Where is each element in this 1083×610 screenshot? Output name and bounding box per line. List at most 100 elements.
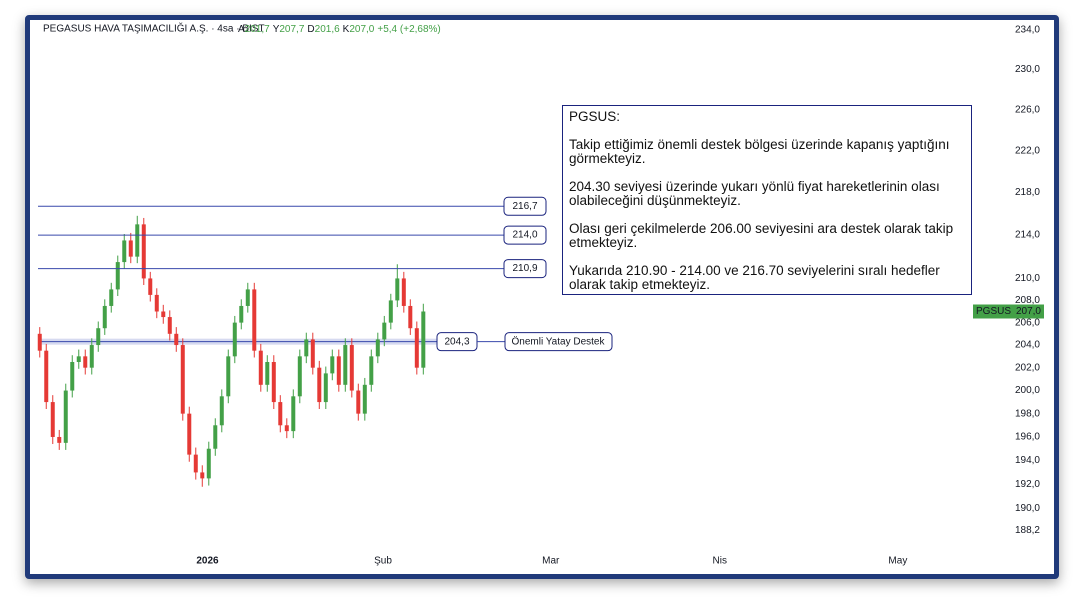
y-tick-label: 214,0: [1015, 230, 1040, 241]
candle-body: [148, 278, 153, 295]
candle-body: [154, 294, 159, 312]
candle-body: [174, 333, 179, 346]
support-name-box: [504, 332, 613, 352]
candle-body: [63, 390, 68, 443]
candle-body: [193, 454, 198, 473]
y-tick-label: 192,0: [1015, 479, 1040, 490]
candle-body: [252, 289, 257, 351]
level-label: 216,7: [512, 201, 537, 212]
candle-body: [89, 345, 94, 368]
ohlc-label: D: [307, 24, 314, 35]
y-tick-label: 194,0: [1015, 455, 1040, 466]
y-tick-label: 230,0: [1015, 64, 1040, 75]
candle-body: [122, 240, 127, 263]
y-tick-label: 234,0: [1015, 24, 1040, 35]
y-tick-label: 206,0: [1015, 317, 1040, 328]
candle-body: [115, 262, 120, 290]
candle-body: [382, 322, 387, 340]
ohlc-label: A: [238, 24, 245, 35]
x-tick-label: May: [888, 556, 907, 567]
candle-body: [258, 350, 263, 385]
y-tick-label: 202,0: [1015, 362, 1040, 373]
candle-body: [330, 356, 335, 374]
candle-body: [245, 289, 250, 306]
candle-body: [323, 373, 328, 403]
candle-body: [297, 356, 302, 397]
candle-body: [57, 436, 62, 443]
candle-body: [37, 333, 42, 351]
candle-body: [284, 425, 289, 432]
candle-body: [317, 367, 322, 403]
candle-body: [200, 472, 205, 479]
candle-body: [421, 311, 426, 368]
annotation-paragraph: 204.30 seviyesi üzerinde yukarı yönlü fi…: [569, 179, 940, 208]
candle-body: [187, 413, 192, 455]
candle-body: [239, 305, 244, 323]
level-label: 210,9: [512, 263, 537, 274]
candle-body: [271, 362, 276, 403]
x-tick-label: 2026: [196, 556, 219, 567]
candle-body: [141, 224, 146, 279]
candle-body: [50, 402, 55, 437]
y-tick-label: 190,0: [1015, 503, 1040, 514]
y-tick-label: 204,0: [1015, 340, 1040, 351]
x-tick-label: Şub: [374, 556, 392, 567]
annotation-box: PGSUS: Takip ettiğimiz önemli destek bölg…: [562, 105, 972, 295]
ohlc-value: 201,7: [245, 24, 270, 35]
candle-body: [109, 289, 114, 306]
annotation-paragraph: Olası geri çekilmelerde 206.00 seviyesin…: [569, 221, 954, 250]
candle-body: [167, 317, 172, 334]
annotation-paragraph: Takip ettiğimiz önemli destek bölgesi üz…: [569, 137, 950, 166]
candle-body: [349, 345, 354, 391]
level-label: 214,0: [512, 230, 537, 241]
ohlc-label: K: [343, 24, 350, 35]
annotation-paragraph: Yukarıda 210.90 - 214.00 ve 216.70 seviy…: [569, 263, 940, 292]
candle-body: [180, 345, 185, 414]
ohlc-value: 201,6: [315, 24, 340, 35]
annotation-paragraph: PGSUS:: [569, 109, 621, 124]
price-tag-symbol: PGSUS: [976, 306, 1011, 317]
candle-body: [291, 396, 296, 432]
change-value: +5,4 (+2,68%): [377, 24, 440, 35]
level-label-box: [503, 259, 547, 279]
price-tag: [973, 304, 1044, 319]
y-tick-label: 198,0: [1015, 408, 1040, 419]
level-label-box: [503, 196, 547, 216]
candle-body: [278, 402, 283, 426]
candle-body: [388, 300, 393, 323]
ohlc-value: 207,7: [279, 24, 304, 35]
y-tick-label: 208,0: [1015, 295, 1040, 306]
candle-body: [226, 356, 231, 397]
y-tick-label: 200,0: [1015, 385, 1040, 396]
chart-title: PEGASUS HAVA TAŞIMACILIĞI A.Ş. · 4sa · B…: [43, 22, 265, 35]
candle-body: [128, 240, 133, 257]
support-name: Önemli Yatay Destek: [511, 335, 605, 347]
candle-body: [414, 328, 419, 368]
candle-body: [369, 356, 374, 385]
candle-body: [336, 356, 341, 385]
y-tick-label: 210,0: [1015, 273, 1040, 284]
y-tick-label: 196,0: [1015, 432, 1040, 443]
ohlc-value: 207,0: [349, 24, 374, 35]
candle-body: [408, 305, 413, 329]
support-label: 204,3: [444, 336, 469, 347]
x-tick-label: Nis: [713, 556, 727, 567]
ohlc-header: A201,7 Y207,7 D201,6 K207,0 +5,4 (+2,68%): [238, 24, 441, 35]
candle-body: [362, 384, 367, 414]
candle-body: [83, 356, 88, 368]
candle-body: [232, 322, 237, 357]
candle-body: [219, 396, 224, 426]
candle-body: [265, 362, 270, 385]
candle-body: [96, 328, 101, 346]
level-label-box: [503, 225, 547, 245]
candle-body: [310, 339, 315, 368]
y-tick-label: 226,0: [1015, 104, 1040, 115]
y-tick-label: 222,0: [1015, 145, 1040, 156]
candle-body: [395, 278, 400, 301]
ohlc-label: Y: [273, 24, 280, 35]
candle-body: [70, 362, 75, 391]
candle-body: [161, 311, 166, 318]
candle-body: [304, 339, 309, 357]
